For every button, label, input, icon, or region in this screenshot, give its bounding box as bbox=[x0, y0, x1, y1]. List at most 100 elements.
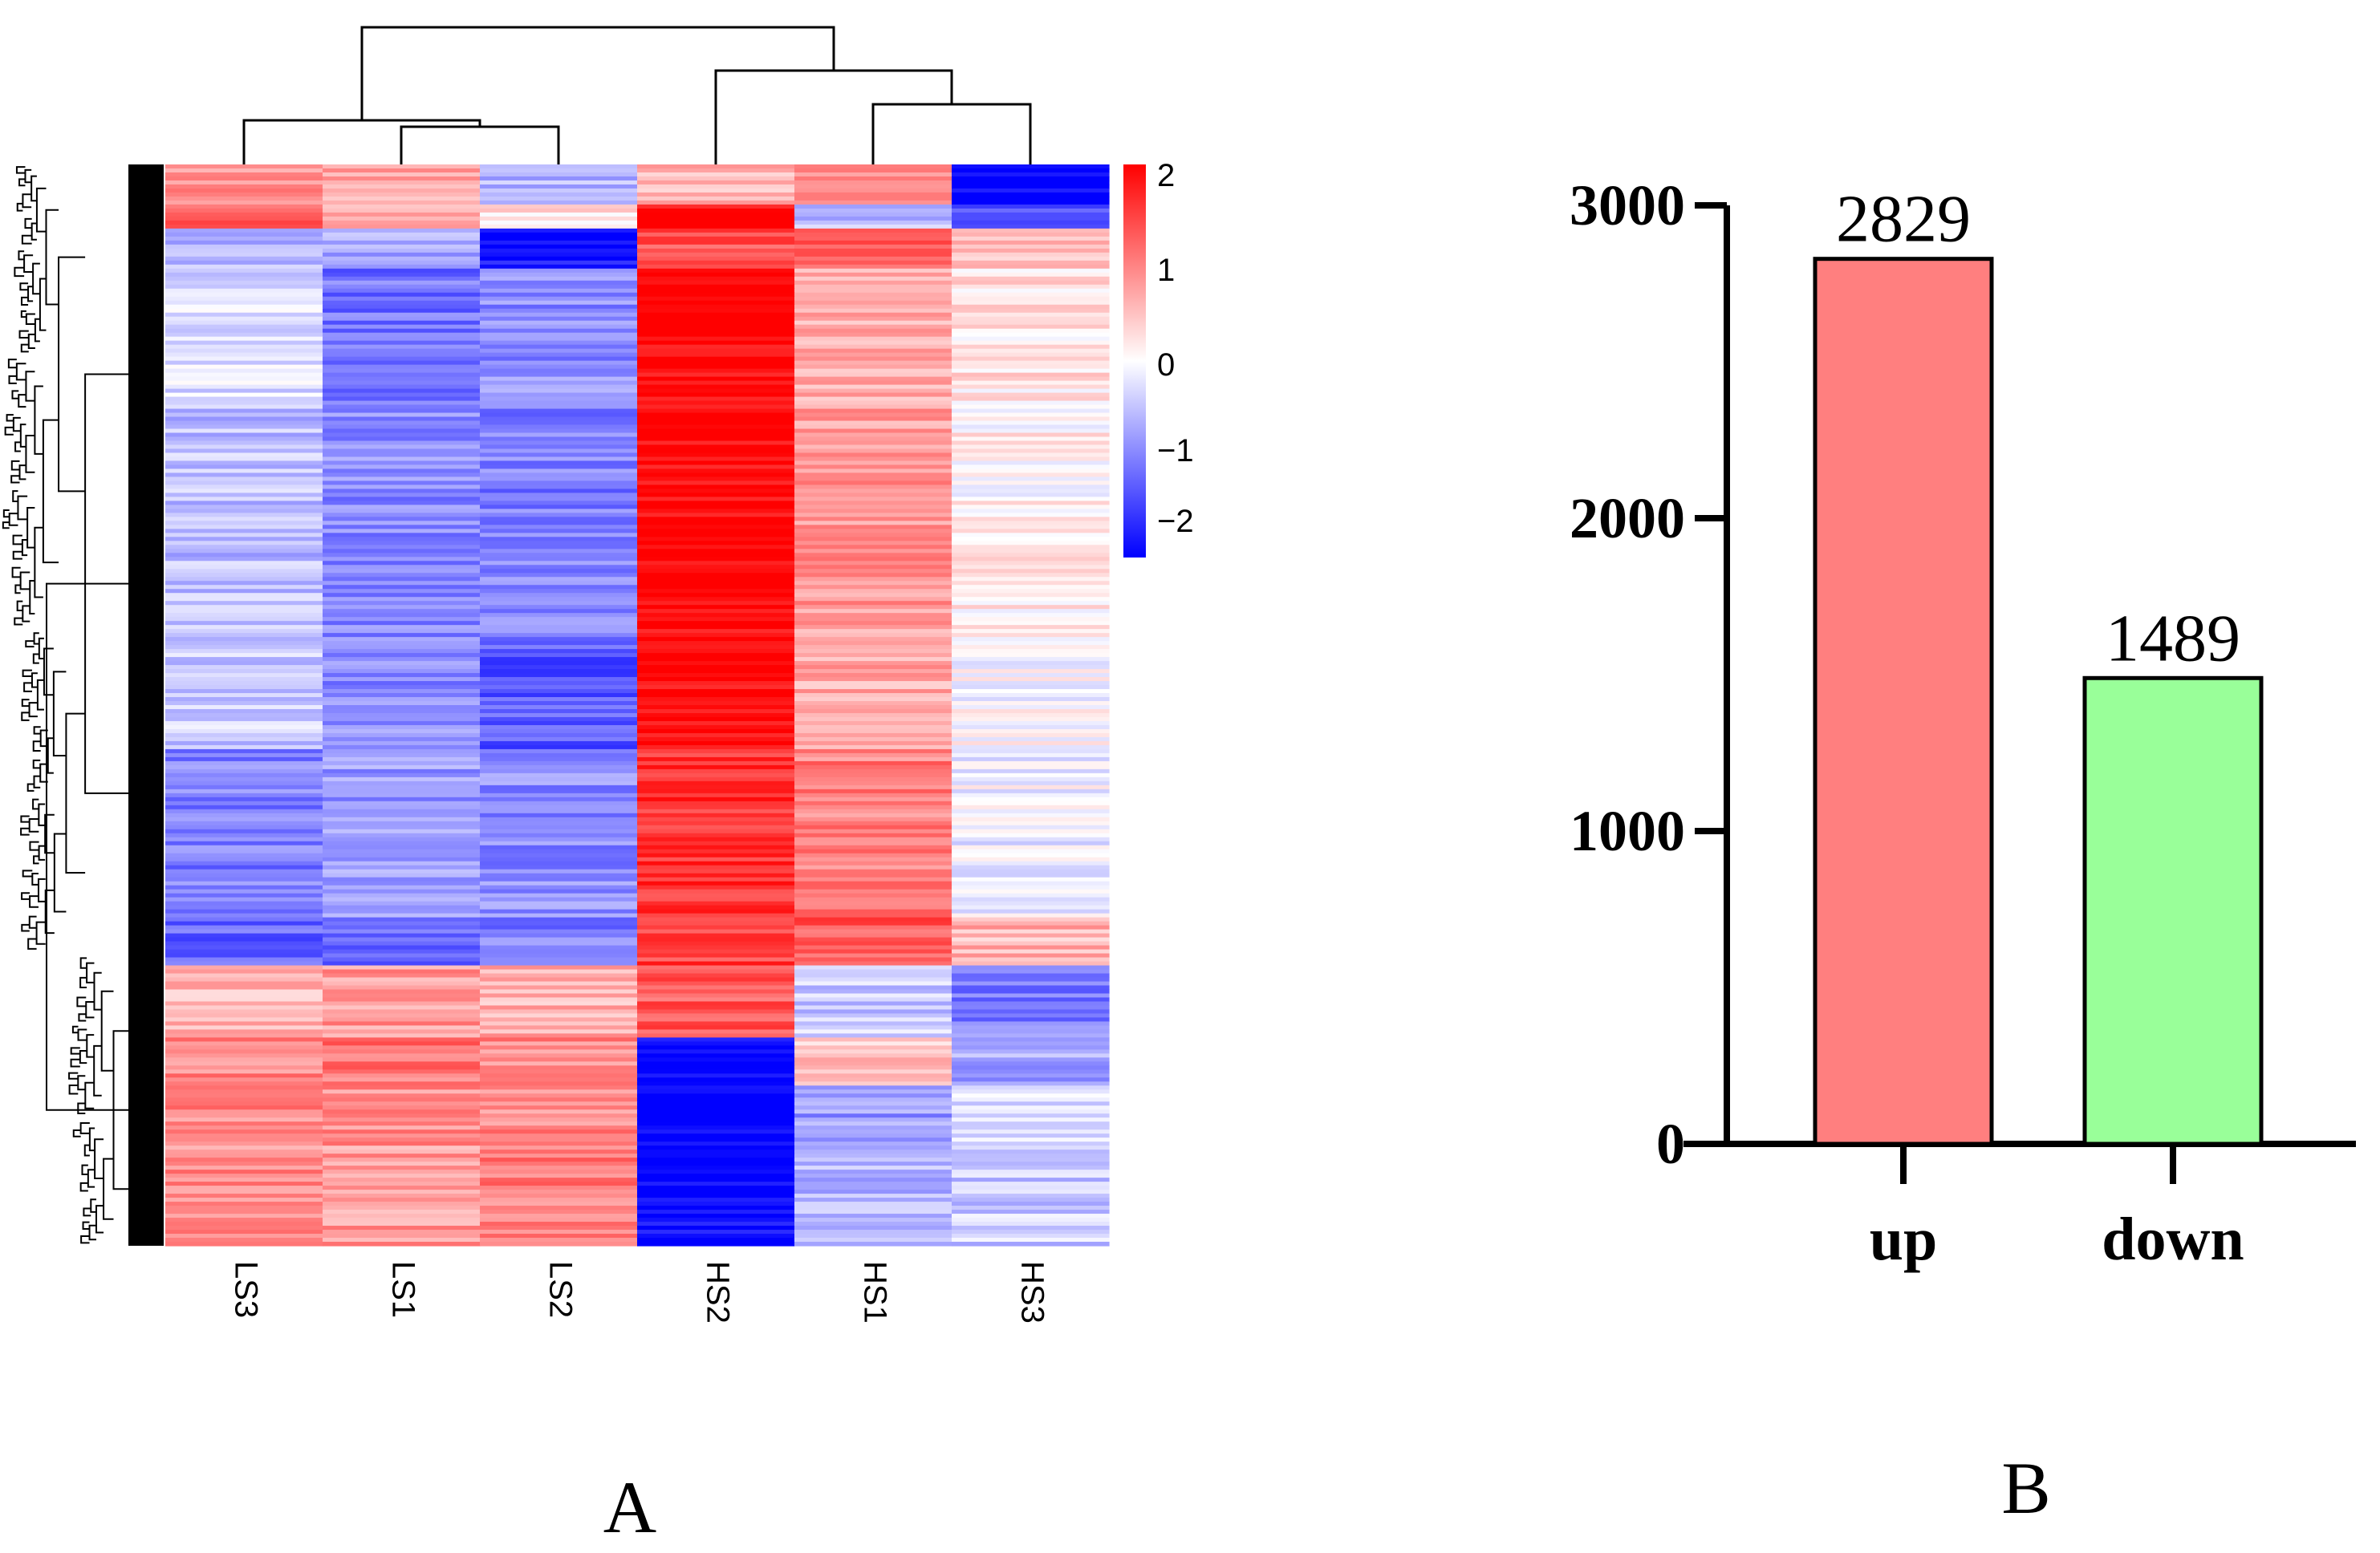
heatmap-cell bbox=[794, 793, 952, 798]
heatmap-cell bbox=[637, 541, 795, 545]
heatmap-cell bbox=[165, 336, 323, 342]
heatmap-cell bbox=[165, 1238, 323, 1243]
heatmap-cell bbox=[952, 176, 1110, 181]
heatmap-cell bbox=[323, 360, 481, 366]
heatmap-cell bbox=[323, 736, 481, 742]
heatmap-cell bbox=[637, 320, 795, 326]
heatmap-cell bbox=[165, 669, 323, 674]
heatmap-cell bbox=[952, 316, 1110, 322]
heatmap-cell bbox=[323, 509, 481, 513]
heatmap-cell bbox=[794, 268, 952, 274]
heatmap-cell bbox=[165, 1234, 323, 1239]
heatmap-cell bbox=[323, 825, 481, 830]
heatmap-cell bbox=[952, 849, 1110, 854]
heatmap-cell bbox=[323, 601, 481, 606]
heatmap-cell bbox=[165, 673, 323, 678]
heatmap-cell bbox=[952, 712, 1110, 718]
heatmap-cell bbox=[637, 1158, 795, 1162]
heatmap-cell bbox=[952, 997, 1110, 1003]
heatmap-cell bbox=[794, 772, 952, 778]
heatmap-cell bbox=[952, 1013, 1110, 1019]
heatmap-cell bbox=[323, 188, 481, 193]
heatmap-cell bbox=[794, 569, 952, 574]
heatmap-cell bbox=[323, 585, 481, 590]
heatmap-cell bbox=[952, 1009, 1110, 1015]
heatmap-cell bbox=[794, 529, 952, 533]
heatmap-cell bbox=[794, 485, 952, 489]
heatmap-cell bbox=[794, 192, 952, 197]
heatmap-cell bbox=[794, 764, 952, 770]
dendrogram-branch bbox=[30, 672, 38, 688]
heatmap-cell bbox=[323, 1141, 481, 1146]
heatmap-cell bbox=[794, 232, 952, 237]
heatmap-cell bbox=[480, 172, 638, 177]
heatmap-cell bbox=[794, 885, 952, 890]
heatmap-cell bbox=[323, 997, 481, 1003]
heatmap-cell bbox=[165, 913, 323, 918]
heatmap-cell bbox=[952, 224, 1110, 229]
heatmap-cell bbox=[480, 1005, 638, 1011]
heatmap-cell bbox=[637, 849, 795, 854]
heatmap-cell bbox=[952, 776, 1110, 782]
heatmap-cell bbox=[952, 264, 1110, 270]
heatmap-cell bbox=[323, 653, 481, 658]
heatmap-cell bbox=[323, 1101, 481, 1106]
heatmap-cell bbox=[637, 380, 795, 386]
heatmap-cell bbox=[637, 1073, 795, 1078]
heatmap-cell bbox=[165, 805, 323, 810]
dendrogram-branch bbox=[29, 579, 35, 614]
heatmap-cell bbox=[637, 440, 795, 446]
heatmap-cell bbox=[165, 240, 323, 245]
heatmap-cell bbox=[165, 252, 323, 257]
heatmap-cell bbox=[165, 1109, 323, 1114]
heatmap-cell bbox=[952, 1017, 1110, 1023]
heatmap-cell bbox=[480, 897, 638, 902]
heatmap-cell bbox=[480, 821, 638, 826]
heatmap-cell bbox=[952, 789, 1110, 794]
heatmap-cell bbox=[480, 452, 638, 458]
heatmap-cell bbox=[480, 977, 638, 983]
dendrogram-branch bbox=[6, 414, 14, 422]
heatmap-cell bbox=[165, 708, 323, 714]
heatmap-cell bbox=[637, 677, 795, 682]
heatmap-cell bbox=[952, 805, 1110, 810]
heatmap-cell bbox=[952, 989, 1110, 995]
column-label: LS3 bbox=[228, 1261, 263, 1318]
heatmap-cell bbox=[637, 1210, 795, 1214]
heatmap-cell bbox=[952, 752, 1110, 758]
heatmap-cell bbox=[323, 861, 481, 866]
heatmap-cell bbox=[794, 501, 952, 505]
heatmap-cell bbox=[794, 168, 952, 173]
heatmap-cell bbox=[323, 216, 481, 221]
heatmap-cell bbox=[323, 776, 481, 782]
heatmap-cell bbox=[637, 260, 795, 266]
heatmap-cell bbox=[165, 1017, 323, 1023]
heatmap-cell bbox=[480, 1021, 638, 1026]
heatmap-cell bbox=[480, 1234, 638, 1239]
heatmap-cell bbox=[794, 760, 952, 766]
heatmap-cell bbox=[952, 681, 1110, 686]
heatmap-cell bbox=[165, 645, 323, 650]
dendrogram-branch bbox=[77, 1075, 86, 1091]
heatmap-cell bbox=[165, 1077, 323, 1082]
heatmap-cell bbox=[323, 724, 481, 730]
dendrogram-branch bbox=[21, 712, 30, 721]
heatmap-cell bbox=[323, 929, 481, 935]
heatmap-cell bbox=[637, 452, 795, 458]
heatmap-cell bbox=[637, 1001, 795, 1007]
heatmap-cell bbox=[480, 565, 638, 570]
y-tick-label: 1000 bbox=[1570, 799, 1685, 863]
heatmap-cell bbox=[794, 601, 952, 606]
dendrogram-branch bbox=[15, 166, 26, 174]
heatmap-cell bbox=[165, 328, 323, 334]
dendrogram-branch bbox=[76, 996, 87, 1008]
heatmap-cell bbox=[165, 1009, 323, 1015]
heatmap-cell bbox=[323, 304, 481, 310]
heatmap-cell bbox=[637, 549, 795, 553]
heatmap-cell bbox=[480, 1053, 638, 1058]
heatmap-cell bbox=[952, 505, 1110, 509]
heatmap-cell bbox=[323, 1009, 481, 1015]
dendrogram-branch bbox=[25, 313, 35, 325]
heatmap-cell bbox=[637, 364, 795, 370]
column-label: HS3 bbox=[1014, 1261, 1050, 1324]
